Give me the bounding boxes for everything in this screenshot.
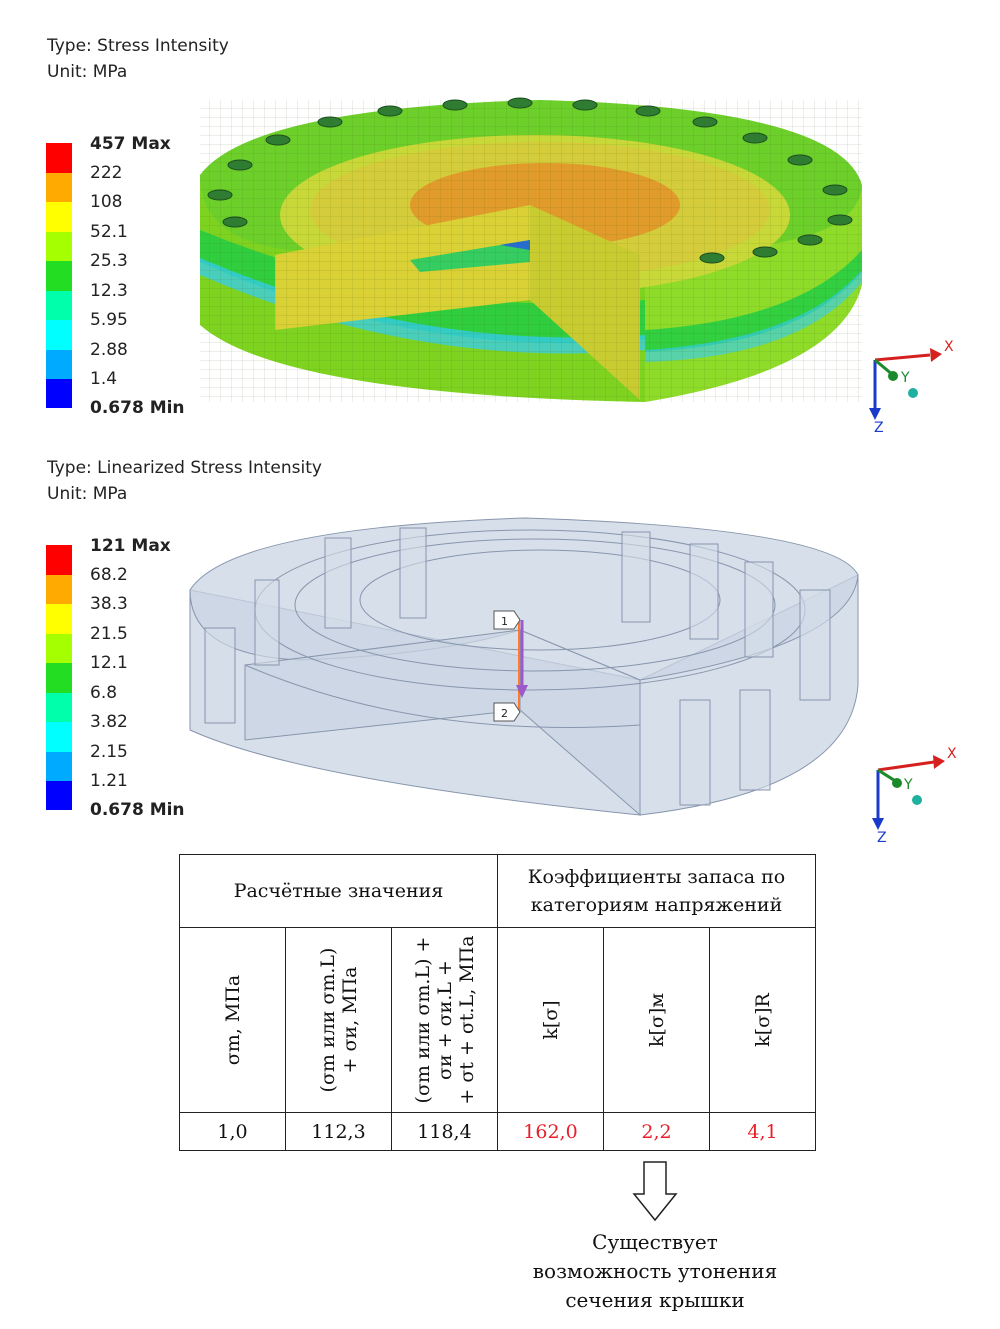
legend2-label: 1.21	[90, 771, 128, 791]
axis-z-label-2: Z	[877, 830, 887, 846]
legend2-swatch-7	[46, 722, 72, 752]
legend1-swatch-4	[46, 231, 72, 262]
legend2-swatch-9	[46, 781, 72, 810]
legend2-swatch-6	[46, 692, 72, 723]
path-point-2: 2	[493, 702, 521, 722]
axis-x-label-2: X	[947, 746, 957, 762]
legend2-label: 3.82	[90, 712, 128, 732]
path-point-1: 1	[493, 610, 521, 630]
legend1-label: 108	[90, 192, 123, 212]
conclusion-note: Существует возможность утонения сечения …	[520, 1228, 790, 1315]
safety-factors-table: Расчётные значения Коэффициенты запаса п…	[179, 854, 816, 1151]
value-cell: 112,3	[285, 1112, 392, 1151]
legend1-label: 222	[90, 163, 123, 183]
legend2-label: 38.3	[90, 594, 128, 614]
legend1-swatch-7	[46, 320, 72, 350]
legend2-label: 2.15	[90, 742, 128, 762]
legend2-swatch-1	[46, 545, 72, 575]
legend1-label: 2.88	[90, 340, 128, 360]
plot2-unit-label: Unit: MPa	[47, 484, 128, 504]
legend2-label-min: 0.678 Min	[90, 800, 185, 820]
legend2-swatch-5	[46, 663, 72, 693]
legend1-label-min: 0.678 Min	[90, 398, 185, 418]
header-sigma-m-plus-bending: (σm или σm.L) + σи, МПа	[285, 927, 392, 1113]
legend1-label: 1.4	[90, 369, 118, 389]
svg-text:1: 1	[501, 615, 508, 628]
down-arrow-icon	[632, 1161, 678, 1222]
legend1-label: 52.1	[90, 222, 128, 242]
axis-triad-2	[872, 755, 945, 830]
legend2-label: 6.8	[90, 683, 118, 703]
group-header-safety-factors: Коэффициенты запаса по категориям напряж…	[497, 854, 816, 928]
header-k-sigma-r: k[σ]R	[709, 927, 816, 1113]
axis-y-label: Y	[900, 370, 910, 386]
legend2-swatch-4	[46, 633, 72, 664]
legend1-label: 12.3	[90, 281, 128, 301]
legend2-swatch-2	[46, 574, 72, 605]
value-cell-highlight: 162,0	[497, 1112, 604, 1151]
legend1-label: 5.95	[90, 310, 128, 330]
axis-triad	[869, 348, 942, 420]
value-cell: 1,0	[179, 1112, 286, 1151]
value-cell-highlight: 2,2	[603, 1112, 710, 1151]
legend1-label: 25.3	[90, 251, 128, 271]
note-line: Существует	[592, 1230, 718, 1254]
legend1-swatch-3	[46, 202, 72, 232]
header-k-sigma: k[σ]	[497, 927, 604, 1113]
legend1-swatch-2	[46, 172, 72, 203]
legend1-swatch-6	[46, 290, 72, 321]
value-cell-highlight: 4,1	[709, 1112, 816, 1151]
legend2-label-max: 121 Max	[90, 536, 171, 556]
legend1-swatch-5	[46, 261, 72, 291]
plot2-type-label: Type: Linearized Stress Intensity	[47, 458, 322, 478]
legend2-label: 68.2	[90, 565, 128, 585]
legend1-swatch-8	[46, 349, 72, 380]
plot1-unit-label: Unit: MPa	[47, 62, 128, 82]
legend2-label: 21.5	[90, 624, 128, 644]
axis-x-label: X	[944, 339, 954, 355]
legend1-swatch-9	[46, 379, 72, 408]
note-line: возможность утонения	[532, 1259, 778, 1283]
legend1-swatch-1	[46, 143, 72, 173]
svg-text:2: 2	[501, 707, 508, 720]
header-sigma-m: σm, МПа	[179, 927, 286, 1113]
stress-intensity-model: X Y Z	[200, 97, 954, 436]
legend2-swatch-3	[46, 604, 72, 634]
axis-z-label: Z	[874, 420, 884, 436]
group-header-calculated: Расчётные значения	[179, 854, 498, 928]
legend2-swatch-8	[46, 751, 72, 782]
group-header-line: категориям напряжений	[530, 894, 783, 916]
legend1-label-max: 457 Max	[90, 134, 171, 154]
group-header-line: Коэффициенты запаса по	[527, 866, 786, 888]
header-sigma-total: (σm или σm.L) + σи + σи.L + + σt + σt.L, М…	[391, 927, 498, 1113]
header-k-sigma-m: k[σ]м	[603, 927, 710, 1113]
value-cell: 118,4	[391, 1112, 498, 1151]
linearized-stress-model: 1 2 X Y Z	[189, 517, 957, 846]
legend2-label: 12.1	[90, 653, 128, 673]
plot1-type-label: Type: Stress Intensity	[47, 36, 229, 56]
axis-y-label-2: Y	[903, 777, 913, 793]
note-line: сечения крышки	[565, 1288, 745, 1312]
